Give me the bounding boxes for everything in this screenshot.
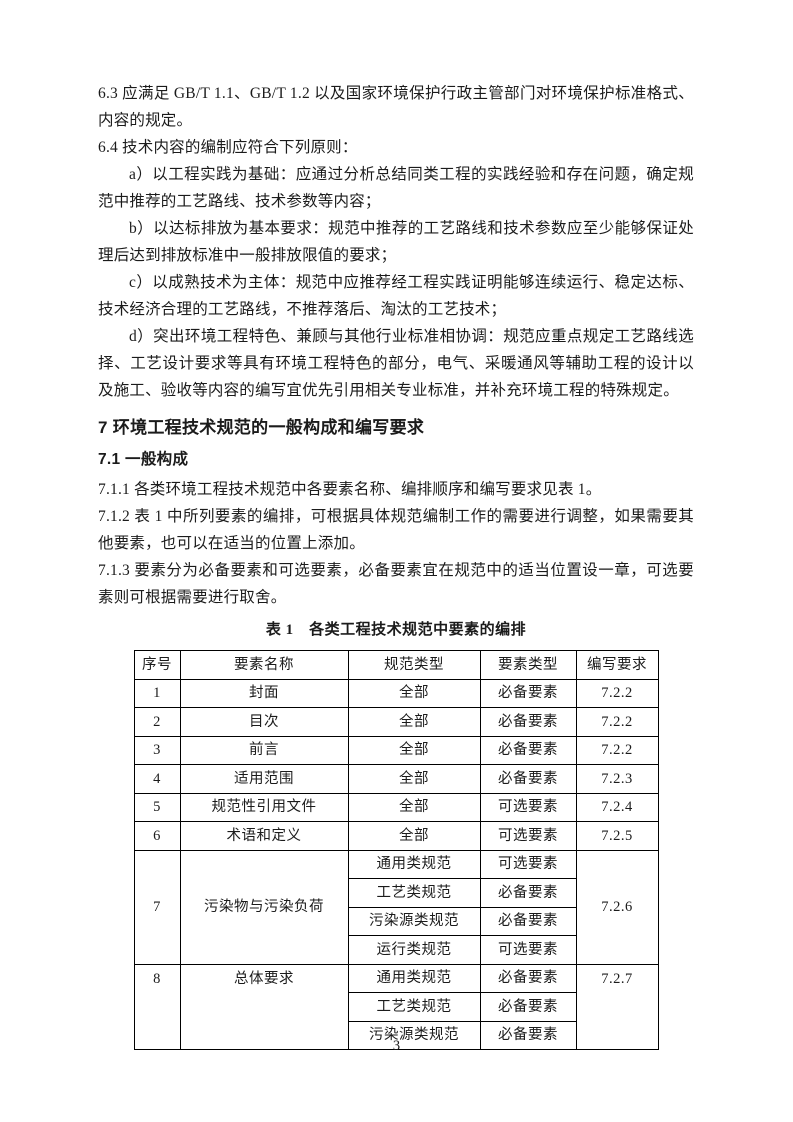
table-cell: 适用范围 xyxy=(179,764,349,794)
table-cell: 规范性引用文件 xyxy=(179,792,349,822)
section-heading-7-1: 7.1 一般构成 xyxy=(98,451,189,468)
table-cell: 7.2.2 xyxy=(575,707,659,737)
table-header-cell: 序号 xyxy=(133,650,181,680)
table-cell: 7.2.3 xyxy=(575,764,659,794)
table-cell: 5 xyxy=(133,792,181,822)
table-cell: 封面 xyxy=(179,678,349,708)
table-cell: 必备要素 xyxy=(479,1020,577,1050)
table-row: 7 污染物与污染负荷 通用类规范 可选要素 7.2.6 xyxy=(133,849,659,965)
table-cell: 7.2.5 xyxy=(575,821,659,851)
table-cell: 7.2.6 xyxy=(575,849,659,965)
list-item-b: b）以达标排放为基本要求：规范中推荐的工艺路线和技术参数应至少能够保证处理后达到… xyxy=(98,220,694,264)
table-cell: 6 xyxy=(133,821,181,851)
table-cell: 全部 xyxy=(347,678,481,708)
table-row: 污染源类规范 必备要素 xyxy=(134,1020,658,1050)
table-row: 5 规范性引用文件 全部 可选要素 7.2.4 xyxy=(133,792,659,822)
table-cell: 2 xyxy=(133,707,181,737)
table-cell: 必备要素 xyxy=(479,678,577,708)
section-heading-7: 7 环境工程技术规范的一般构成和编写要求 xyxy=(98,418,425,437)
table-cell: 7.2.7 xyxy=(575,963,659,1050)
table-cell: 污染物与污染负荷 xyxy=(179,849,349,965)
table-cell: 7 xyxy=(133,849,181,965)
list-item-d: d）突出环境工程特色、兼顾与其他行业标准相协调：规范应重点规定工艺路线选择、工艺… xyxy=(98,328,694,399)
page-content: 6.3 应满足 GB/T 1.1、GB/T 1.2 以及国家环境保护行政主管部门… xyxy=(98,85,694,1050)
table-header-cell: 规范类型 xyxy=(347,650,481,680)
table-row: 1 封面 全部 必备要素 7.2.2 xyxy=(133,678,659,708)
table-row: 3 前言 全部 必备要素 7.2.2 xyxy=(133,735,659,765)
table-cell: 7.2.2 xyxy=(575,678,659,708)
table-row: 污染源类规范 必备要素 xyxy=(134,906,658,936)
table-cell: 必备要素 xyxy=(479,735,577,765)
table-cell: 全部 xyxy=(347,764,481,794)
table-cell: 7.2.2 xyxy=(575,735,659,765)
table-cell: 总体要求 xyxy=(179,963,349,1050)
list-item-c: c）以成熟技术为主体：规范中应推荐经工程实践证明能够连续运行、稳定达标、技术经济… xyxy=(98,274,694,318)
table-cell: 必备要素 xyxy=(479,906,577,936)
table-row: 运行类规范 可选要素 xyxy=(134,935,658,965)
table-cell: 可选要素 xyxy=(479,821,577,851)
table-caption: 表 1 各类工程技术规范中要素的编排 xyxy=(265,622,527,638)
table-cell: 目次 xyxy=(179,707,349,737)
table-row: 工艺类规范 必备要素 xyxy=(134,878,658,908)
table-row: 2 目次 全部 必备要素 7.2.2 xyxy=(133,707,659,737)
table-cell: 全部 xyxy=(347,735,481,765)
table-cell: 3 xyxy=(133,735,181,765)
table-cell: 必备要素 xyxy=(479,707,577,737)
table-cell: 必备要素 xyxy=(479,764,577,794)
elements-table: 序号 要素名称 规范类型 要素类型 编写要求 1 封面 全部 必备要素 7.2.… xyxy=(133,650,659,1050)
table-cell: 8 xyxy=(133,963,181,1050)
table-cell: 必备要素 xyxy=(479,992,577,1022)
table-cell: 必备要素 xyxy=(479,878,577,908)
table-cell: 前言 xyxy=(179,735,349,765)
table-cell: 必备要素 xyxy=(479,963,577,993)
table-row: 6 术语和定义 全部 可选要素 7.2.5 xyxy=(133,821,659,851)
list-item-a: a）以工程实践为基础：应通过分析总结同类工程的实践经验和存在问题，确定规范中推荐… xyxy=(98,166,694,210)
table-cell: 可选要素 xyxy=(479,792,577,822)
table-cell: 污染源类规范 xyxy=(347,906,481,936)
table-row: 8 总体要求 通用类规范 必备要素 7.2.7 xyxy=(133,963,659,1050)
table-header-cell: 要素类型 xyxy=(479,650,577,680)
table-row: 4 适用范围 全部 必备要素 7.2.3 xyxy=(133,764,659,794)
paragraph-7-1-3: 7.1.3 要素分为必备要素和可选要素，必备要素宜在规范中的适当位置设一章，可选… xyxy=(98,562,694,606)
paragraph-6-3: 6.3 应满足 GB/T 1.1、GB/T 1.2 以及国家环境保护行政主管部门… xyxy=(98,85,694,129)
table-row: 工艺类规范 必备要素 xyxy=(134,992,658,1022)
paragraph-7-1-1: 7.1.1 各类环境工程技术规范中各要素名称、编排顺序和编写要求见表 1。 xyxy=(98,481,602,498)
paragraph-6-4: 6.4 技术内容的编制应符合下列原则： xyxy=(98,139,358,156)
table-cell: 污染源类规范 xyxy=(347,1020,481,1050)
table-header-row: 序号 要素名称 规范类型 要素类型 编写要求 xyxy=(133,650,659,680)
table-cell: 通用类规范 xyxy=(347,963,481,993)
table-cell: 全部 xyxy=(347,821,481,851)
table-cell: 全部 xyxy=(347,792,481,822)
table-cell: 术语和定义 xyxy=(179,821,349,851)
table-cell: 可选要素 xyxy=(479,935,577,965)
table-cell: 可选要素 xyxy=(479,849,577,879)
table-cell: 工艺类规范 xyxy=(347,878,481,908)
paragraph-7-1-2: 7.1.2 表 1 中所列要素的编排，可根据具体规范编制工作的需要进行调整，如果… xyxy=(98,508,694,552)
page-number: 3 xyxy=(392,1038,401,1054)
table-cell: 1 xyxy=(133,678,181,708)
table-cell: 通用类规范 xyxy=(347,849,481,879)
table-header-cell: 要素名称 xyxy=(179,650,349,680)
table-header-cell: 编写要求 xyxy=(575,650,659,680)
table-cell: 工艺类规范 xyxy=(347,992,481,1022)
table-cell: 全部 xyxy=(347,707,481,737)
table-cell: 4 xyxy=(133,764,181,794)
table-cell: 运行类规范 xyxy=(347,935,481,965)
table-cell: 7.2.4 xyxy=(575,792,659,822)
